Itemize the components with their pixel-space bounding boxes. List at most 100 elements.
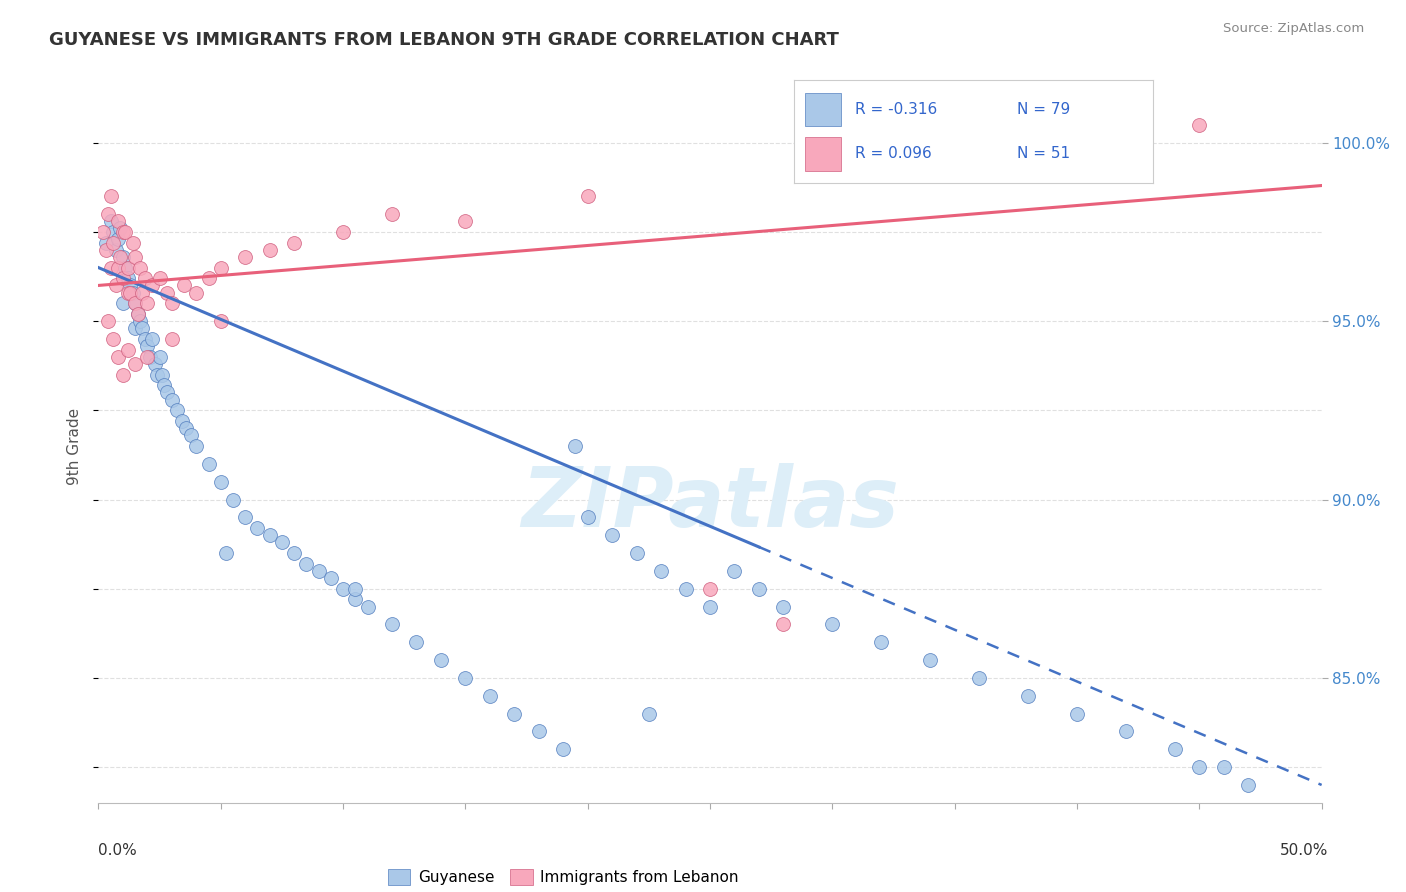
Point: [332, 225, 354, 239]
Point: [283, 546, 305, 560]
Point: [675, 582, 697, 596]
Point: [120, 278, 142, 293]
Point: [478, 689, 501, 703]
Point: [503, 706, 526, 721]
Point: [127, 307, 149, 321]
Point: [117, 260, 139, 275]
Point: [344, 582, 367, 596]
Point: [1212, 760, 1234, 774]
Point: [107, 350, 129, 364]
Point: [120, 285, 142, 300]
Point: [149, 271, 172, 285]
Point: [129, 260, 152, 275]
Point: [197, 457, 219, 471]
Text: N = 79: N = 79: [1017, 102, 1070, 117]
Point: [160, 392, 183, 407]
Point: [222, 492, 245, 507]
Point: [197, 271, 219, 285]
Point: [626, 546, 648, 560]
Point: [1237, 778, 1260, 792]
Point: [1188, 760, 1211, 774]
Point: [117, 271, 139, 285]
Point: [454, 671, 477, 685]
Point: [160, 296, 183, 310]
Point: [270, 535, 294, 549]
Point: [101, 235, 124, 250]
Point: [91, 225, 114, 239]
Point: [149, 350, 172, 364]
Point: [110, 250, 132, 264]
Point: [772, 617, 794, 632]
Point: [111, 296, 134, 310]
Point: [114, 260, 136, 275]
Point: [146, 368, 169, 382]
Text: R = 0.096: R = 0.096: [855, 145, 932, 161]
Point: [124, 296, 146, 310]
Point: [143, 357, 166, 371]
Point: [209, 260, 232, 275]
Point: [124, 321, 146, 335]
Point: [94, 243, 117, 257]
Point: [150, 368, 173, 382]
Point: [600, 528, 623, 542]
Point: [111, 368, 134, 382]
Point: [110, 221, 132, 235]
Point: [136, 350, 159, 364]
Point: [1115, 724, 1137, 739]
Point: [576, 510, 599, 524]
Point: [104, 278, 127, 293]
Point: [139, 350, 162, 364]
Point: [114, 225, 136, 239]
Point: [1017, 689, 1039, 703]
Point: [160, 332, 183, 346]
Point: [101, 332, 124, 346]
Point: [100, 260, 122, 275]
Point: [101, 225, 124, 239]
Legend: Guyanese, Immigrants from Lebanon: Guyanese, Immigrants from Lebanon: [381, 863, 745, 891]
Point: [405, 635, 427, 649]
Point: [131, 321, 153, 335]
Point: [699, 582, 721, 596]
Text: N = 51: N = 51: [1017, 145, 1070, 161]
Text: Source: ZipAtlas.com: Source: ZipAtlas.com: [1223, 22, 1364, 36]
Point: [748, 582, 770, 596]
Text: R = -0.316: R = -0.316: [855, 102, 938, 117]
Point: [117, 343, 139, 357]
Point: [319, 571, 342, 585]
Point: [186, 439, 208, 453]
Point: [100, 189, 122, 203]
Point: [209, 314, 232, 328]
Point: [233, 510, 256, 524]
Point: [564, 439, 586, 453]
Bar: [806, 136, 841, 170]
Text: 50.0%: 50.0%: [1281, 843, 1329, 858]
Text: GUYANESE VS IMMIGRANTS FROM LEBANON 9TH GRADE CORRELATION CHART: GUYANESE VS IMMIGRANTS FROM LEBANON 9TH …: [49, 31, 839, 49]
Point: [233, 250, 256, 264]
Point: [332, 582, 354, 596]
Point: [141, 332, 163, 346]
Point: [124, 296, 146, 310]
Point: [173, 278, 195, 293]
Point: [209, 475, 232, 489]
Point: [381, 617, 404, 632]
Point: [97, 314, 120, 328]
Point: [134, 271, 156, 285]
Point: [104, 243, 127, 257]
Point: [136, 339, 159, 353]
Point: [94, 235, 117, 250]
Point: [920, 653, 942, 667]
Point: [170, 414, 193, 428]
Point: [283, 235, 305, 250]
Point: [344, 592, 367, 607]
Point: [111, 225, 134, 239]
Point: [153, 378, 176, 392]
Point: [650, 564, 672, 578]
Point: [214, 546, 236, 560]
Point: [723, 564, 745, 578]
Bar: [806, 93, 841, 127]
Point: [356, 599, 378, 614]
Point: [111, 250, 134, 264]
Point: [176, 421, 198, 435]
Point: [553, 742, 575, 756]
Point: [576, 189, 599, 203]
